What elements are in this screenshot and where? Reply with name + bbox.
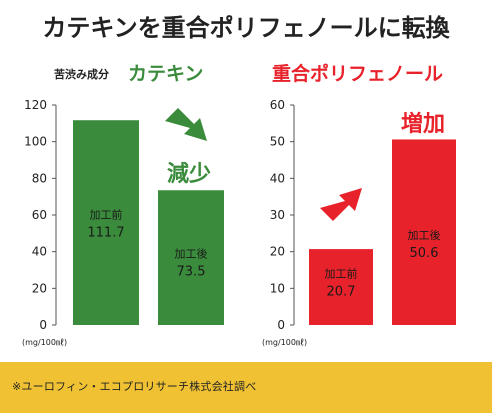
right-bar-value-label: 20.7 (327, 285, 356, 300)
left-y-tick-label: 60 (32, 208, 47, 222)
right-y-tick-label: 20 (270, 245, 285, 259)
left-y-tick-label: 20 (32, 281, 47, 295)
headline: カテキンを重合ポリフェノールに転換 (42, 13, 450, 42)
footer-band: ※ユーロフィン・エコプロリサーチ株式会社調べ (0, 362, 492, 413)
right-y-tick-label: 0 (277, 318, 285, 332)
chart-figure: カテキンを重合ポリフェノールに転換 苦渋み成分 カテキン 重合ポリフェノール 0… (22, 13, 456, 347)
left-bar-2 (158, 190, 224, 325)
left-bar-1 (73, 120, 139, 325)
left-y-tick-label: 100 (24, 135, 47, 149)
right-unit-label: (mg/100㎖) (262, 338, 307, 347)
right-y-tick-label: 50 (270, 135, 285, 149)
left-bar-value-label: 73.5 (177, 265, 206, 280)
decrease-arrow-icon (165, 108, 207, 141)
left-change-annotation: 減少 (167, 162, 211, 187)
right-y-tick-label: 30 (270, 208, 285, 222)
right-change-annotation: 増加 (401, 111, 445, 137)
right-y-tick-label: 40 (270, 171, 285, 185)
left-chart: 0 20 40 60 80 100 120 加工前 111.7 加工後 73.5 減少 (24, 98, 224, 332)
right-chart: 0 10 20 30 40 50 60 加工前 20.7 加工後 50.6 増加 (270, 98, 456, 332)
right-bar-value-label: 50.6 (410, 246, 439, 261)
left-y-tick-label: 40 (32, 245, 47, 259)
left-y-tick-label: 80 (32, 171, 47, 185)
left-y-tick-label: 0 (39, 318, 47, 332)
right-bar-1 (309, 249, 373, 325)
right-bar-category-label: 加工後 (408, 228, 441, 242)
left-y-tick-label: 120 (24, 98, 47, 112)
left-chart-title: カテキン (128, 63, 203, 85)
right-chart-title: 重合ポリフェノール (272, 62, 443, 85)
left-bar-value-label: 111.7 (87, 226, 124, 241)
right-bar-2 (392, 139, 456, 325)
left-unit-label: (mg/100㎖) (22, 338, 67, 347)
right-y-tick-label: 10 (270, 281, 285, 295)
left-bar-category-label: 加工後 (175, 247, 208, 261)
left-chart-title-prefix: 苦渋み成分 (54, 67, 109, 81)
increase-arrow-icon (320, 188, 362, 221)
right-y-tick-label: 60 (270, 98, 285, 112)
source-footnote: ※ユーロフィン・エコプロリサーチ株式会社調べ (12, 380, 257, 393)
right-bar-category-label: 加工前 (325, 267, 358, 281)
left-bar-category-label: 加工前 (90, 208, 123, 222)
